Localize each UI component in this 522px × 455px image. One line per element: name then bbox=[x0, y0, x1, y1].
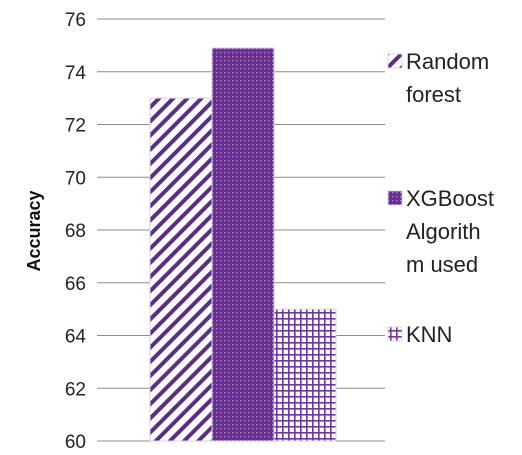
y-tick-labels: 60 62 64 66 68 70 72 74 76 bbox=[65, 10, 87, 453]
legend-swatch-2 bbox=[387, 326, 403, 342]
legend-swatch-0 bbox=[387, 53, 403, 69]
y-tick-label: 70 bbox=[65, 168, 86, 189]
legend-label-1: XGBoost bbox=[406, 186, 494, 211]
y-axis-title: Accuracy bbox=[24, 190, 44, 271]
y-tick-label: 74 bbox=[65, 63, 87, 84]
legend-label-1: m used bbox=[406, 252, 478, 277]
y-tick-label: 62 bbox=[65, 379, 86, 400]
y-tick-label: 76 bbox=[65, 10, 86, 31]
y-tick-label: 64 bbox=[65, 327, 87, 348]
y-tick-label: 66 bbox=[65, 274, 86, 295]
y-tick-label: 68 bbox=[65, 221, 86, 242]
y-tick-label: 72 bbox=[65, 116, 86, 137]
y-tick-label: 60 bbox=[65, 432, 86, 453]
bar-1 bbox=[211, 47, 275, 442]
legend-label-2: KNN bbox=[406, 322, 452, 347]
legend-swatch-1 bbox=[387, 190, 403, 206]
legend-label-1: Algorith bbox=[406, 219, 481, 244]
legend-label-0: forest bbox=[406, 82, 461, 107]
legend: Random forest XGBoost Algorith m used KNN bbox=[387, 49, 494, 347]
bar-2 bbox=[273, 308, 337, 442]
legend-label-0: Random bbox=[406, 49, 489, 74]
bars bbox=[149, 47, 337, 442]
bar-0 bbox=[149, 97, 213, 442]
